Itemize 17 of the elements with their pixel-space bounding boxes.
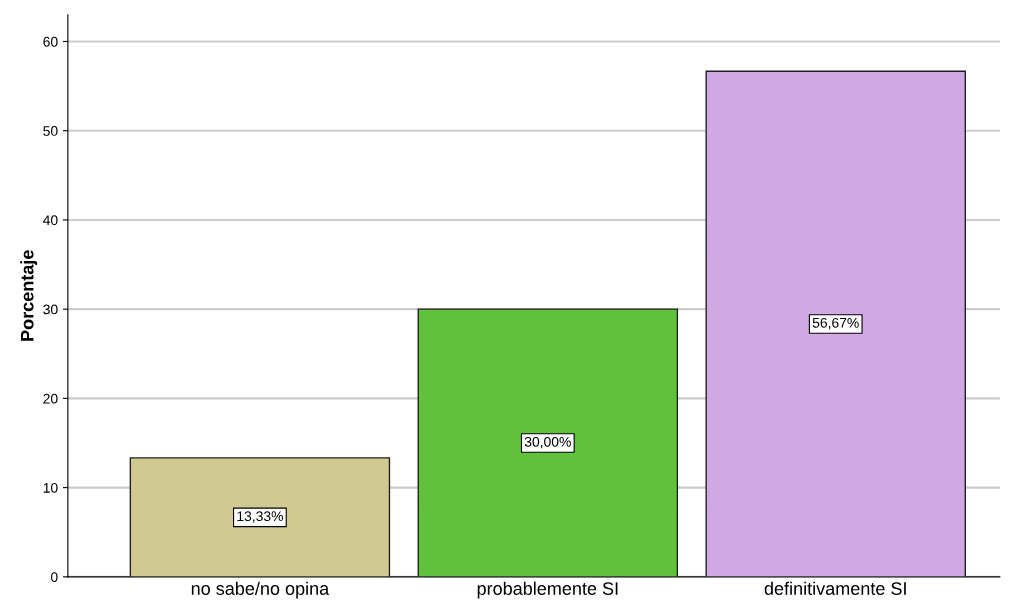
y-tick-label: 10 [43, 482, 58, 493]
x-tick-label: no sabe/no opina [191, 581, 330, 599]
x-tick-label: probablemente SI [477, 581, 618, 599]
bar [129, 457, 391, 577]
y-tick-label: 0 [50, 572, 58, 582]
bar [705, 70, 966, 577]
y-tick-label: 30 [43, 304, 58, 315]
y-tick-label: 40 [43, 215, 58, 226]
bar [417, 308, 679, 577]
data-label: 56,67% [812, 317, 859, 330]
y-tick-label: 20 [43, 393, 58, 404]
data-label: 13,33% [237, 511, 283, 523]
y-tick-label: 50 [43, 126, 58, 136]
x-tick-label: definitivamente SI [764, 581, 906, 595]
y-axis-title: Porcentaje [20, 250, 38, 341]
y-tick-label: 60 [43, 36, 58, 47]
data-label: 30,00% [524, 436, 571, 449]
